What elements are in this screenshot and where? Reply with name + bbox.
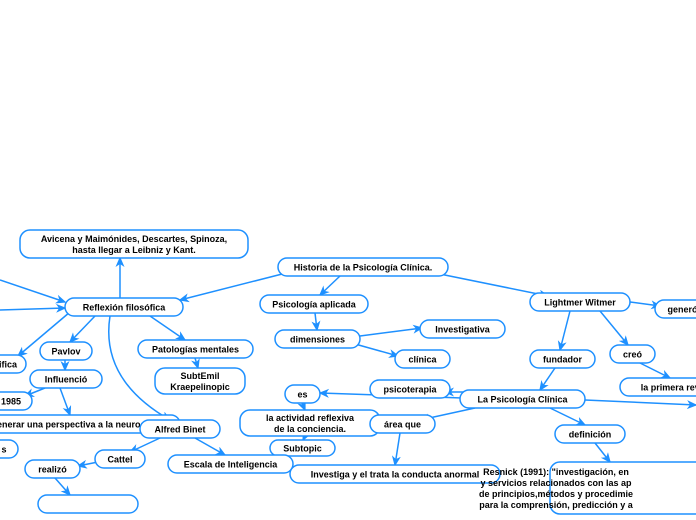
- edge-alfredbinet-escala: [195, 438, 225, 455]
- edge-edge-left2-reflexion: [0, 308, 65, 310]
- node-label-investigativa: Investigativa: [435, 324, 491, 334]
- node-label-definicion: definición: [569, 429, 612, 439]
- node-s: s: [0, 440, 18, 458]
- node-subtopic: Subtopic: [270, 440, 335, 456]
- edge-psicaplicada-dimensiones: [315, 313, 317, 330]
- node-1985: 1985: [0, 392, 32, 410]
- node-label-lightmer: Lightmer Witmer: [544, 297, 616, 307]
- node-label-dimensiones: dimensiones: [290, 334, 345, 344]
- node-label-subtopic: Subtopic: [283, 443, 322, 453]
- node-definicion: definición: [555, 425, 625, 443]
- node-label-1985: 1985: [1, 396, 21, 406]
- node-label-resnick: Resnick (1991): "investigación, en: [483, 467, 629, 477]
- node-label-areaque: área que: [384, 419, 421, 429]
- node-creo: creó: [610, 345, 655, 363]
- node-label-subtemil: SubtEmil: [180, 371, 219, 381]
- edge-historia-lightmer: [430, 272, 548, 296]
- edge-dimensiones-clinica: [355, 344, 398, 356]
- node-cattel: Cattel: [95, 450, 145, 468]
- node-label-cattel: Cattel: [107, 454, 132, 464]
- node-reflexion: Reflexión filosófica: [65, 298, 183, 316]
- edge-areaque-investiga: [395, 433, 400, 465]
- edge-definicion-resnick: [595, 443, 610, 462]
- node-avicena: Avicena y Maimónides, Descartes, Spinoza…: [20, 230, 248, 258]
- edge-fundador-lapsicologia: [540, 368, 555, 390]
- node-label-escala: Escala de Inteligencia: [184, 459, 279, 469]
- node-label-historia: Historia de la Psicología Clínica.: [294, 262, 433, 272]
- node-actividad: la actividad reflexivade la conciencia.: [240, 410, 380, 436]
- concept-map: Avicena y Maimónides, Descartes, Spinoza…: [0, 0, 696, 520]
- node-label-pavlov: Pavlov: [51, 346, 80, 356]
- node-label-patologias: Patologías mentales: [152, 344, 239, 354]
- edge-es-actividad: [302, 403, 305, 410]
- edge-lapsicologia-definicion: [550, 408, 585, 425]
- node-psicoterapia: psicoterapia: [370, 380, 450, 398]
- node-label-subtemil: Kraepelinopic: [170, 382, 230, 392]
- node-ifica: ifica: [0, 355, 26, 373]
- node-label-investiga: Investiga y el trata la conducta anormal: [311, 469, 480, 479]
- node-label-resnick: para la comprensión, predicción y a: [479, 500, 634, 510]
- edge-reflexion-alfredbinet: [109, 316, 170, 420]
- node-label-influencio: Influenció: [45, 374, 88, 384]
- node-label-avicena: hasta llegar a Leibniz y Kant.: [72, 245, 196, 255]
- node-label-psicaplicada: Psicología aplicada: [272, 299, 357, 309]
- node-realizo: realizó: [25, 460, 80, 478]
- node-label-realizo: realizó: [38, 464, 67, 474]
- node-label-creo: creó: [623, 349, 643, 359]
- edge-lightmer-creo: [600, 311, 628, 345]
- node-es: es: [285, 385, 320, 403]
- node-areaque: área que: [370, 415, 435, 433]
- node-pavlov: Pavlov: [40, 342, 92, 360]
- node-label-actividad: la actividad reflexiva: [266, 413, 355, 423]
- node-label-psicoterapia: psicoterapia: [383, 384, 437, 394]
- node-influencio: Influenció: [30, 370, 102, 388]
- node-investigativa: Investigativa: [420, 320, 505, 338]
- node-label-fundador: fundador: [543, 354, 582, 364]
- node-label-alfredbinet: Alfred Binet: [154, 424, 205, 434]
- node-label-clinica: clínica: [408, 354, 437, 364]
- node-subtemil: SubtEmilKraepelinopic: [155, 368, 245, 394]
- node-resnick: Resnick (1991): "investigación, eny serv…: [479, 462, 696, 514]
- edge-dimensiones-investigativa: [360, 328, 422, 336]
- node-label-es: es: [297, 389, 307, 399]
- node-clinica: clínica: [395, 350, 450, 368]
- node-bottom: [38, 495, 138, 513]
- edge-reflexion-patologias: [150, 316, 185, 340]
- edge-patologias-subtemil: [195, 358, 198, 368]
- node-label-neurosis: enerar una perspectiva a la neurosis: [0, 419, 153, 429]
- node-label-reflexion: Reflexión filosófica: [83, 302, 167, 312]
- node-historia: Historia de la Psicología Clínica.: [278, 258, 448, 276]
- node-lapsicologia: La Psicología Clínica: [460, 390, 585, 408]
- edge-creo-primerarevista: [640, 363, 670, 378]
- node-escala: Escala de Inteligencia: [168, 455, 293, 473]
- node-label-lapsicologia: La Psicología Clínica: [477, 394, 568, 404]
- node-label-avicena: Avicena y Maimónides, Descartes, Spinoza…: [41, 234, 227, 244]
- node-dimensiones: dimensiones: [275, 330, 360, 348]
- node-alfredbinet: Alfred Binet: [140, 420, 220, 438]
- node-label-s: s: [1, 444, 6, 454]
- node-label-resnick: de principios,métodos y procedimie: [479, 489, 633, 499]
- edge-reflexion-pavlov: [70, 316, 95, 342]
- node-label-primerarevista: la primera revista de Psic: [641, 382, 696, 392]
- edge-lightmer-fundador: [560, 311, 570, 350]
- node-fundador: fundador: [530, 350, 595, 368]
- edge-realizo-bottom: [55, 478, 70, 495]
- node-genero: generó: [655, 300, 696, 318]
- node-label-resnick: y servicios relacionados con las ap: [480, 478, 632, 488]
- node-primerarevista: la primera revista de Psic: [620, 378, 696, 396]
- node-lightmer: Lightmer Witmer: [530, 293, 630, 311]
- edge-lapsicologia-right: [585, 400, 696, 405]
- edge-historia-psicaplicada: [320, 276, 340, 295]
- node-label-ifica: ifica: [0, 359, 18, 369]
- node-investiga: Investiga y el trata la conducta anormal: [290, 465, 500, 483]
- node-psicaplicada: Psicología aplicada: [260, 295, 368, 313]
- node-patologias: Patologías mentales: [138, 340, 253, 358]
- node-label-genero: generó: [667, 304, 696, 314]
- node-label-actividad: de la conciencia.: [274, 424, 346, 434]
- edge-edge-left1-reflexion: [0, 280, 65, 302]
- edge-influencio-neurosis: [60, 388, 70, 415]
